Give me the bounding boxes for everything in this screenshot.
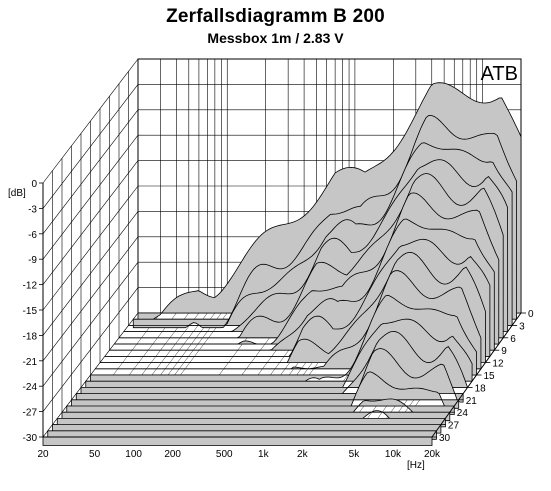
- y-tick-label: -3: [28, 204, 37, 215]
- y-tick-label: -27: [23, 408, 38, 419]
- brand-label: ATB: [481, 63, 518, 85]
- y-tick-label: -15: [23, 306, 38, 317]
- x-tick-label: 5k: [349, 449, 361, 460]
- z-tick-label: 24: [457, 408, 469, 419]
- chart-title: Zerfallsdiagramm B 200: [166, 6, 385, 27]
- z-tick-label: 30: [439, 433, 451, 444]
- y-tick-label: -24: [23, 382, 38, 393]
- z-tick-label: 0: [528, 309, 534, 320]
- x-tick-label: 20k: [424, 449, 441, 460]
- y-tick-label: -21: [23, 357, 38, 368]
- z-tick-label: 21: [466, 396, 478, 407]
- y-tick-label: -18: [23, 331, 38, 342]
- z-tick-label: 27: [448, 421, 460, 432]
- decay-slices: [42, 82, 522, 446]
- x-tick-label: 20: [37, 449, 49, 460]
- x-tick-label: 10k: [385, 449, 402, 460]
- y-tick-label: -12: [23, 281, 38, 292]
- y-tick-label: -6: [28, 230, 37, 241]
- chart-subtitle: Messbox 1m / 2.83 V: [207, 30, 344, 46]
- y-tick-label: -9: [28, 255, 37, 266]
- z-tick-label: 3: [519, 321, 525, 332]
- y-tick-label: -30: [23, 433, 38, 444]
- z-tick-label: 15: [484, 371, 496, 382]
- z-tick-label: 6: [510, 334, 516, 345]
- x-axis-label: [Hz]: [407, 460, 425, 471]
- z-tick-label: 9: [501, 346, 507, 357]
- z-tick-label: 18: [475, 383, 487, 394]
- z-tick-label: 12: [492, 359, 504, 370]
- axis-labels: 20 50 100 200 500 1k 2k 5k 10k 20k 0 -3 -6 -9 -12 -15 -1…: [23, 179, 534, 460]
- x-tick-label: 50: [89, 449, 101, 460]
- x-tick-label: 1k: [258, 449, 270, 460]
- x-tick-label: 500: [216, 449, 233, 460]
- x-tick-label: 2k: [297, 449, 309, 460]
- x-tick-label: 100: [125, 449, 142, 460]
- decay-slice: [42, 436, 433, 446]
- axis-ticks: [39, 182, 526, 438]
- y-tick-label: 0: [31, 179, 37, 190]
- x-tick-label: 200: [164, 449, 181, 460]
- y-axis-label: [dB]: [8, 188, 26, 199]
